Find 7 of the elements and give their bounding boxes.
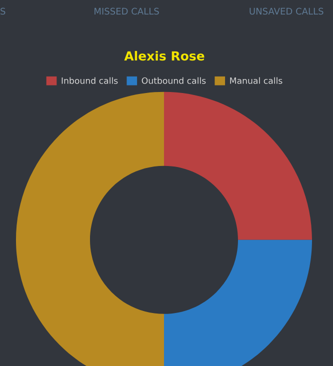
chart-title: Alexis Rose xyxy=(124,50,204,61)
text: MISSED CALLS xyxy=(94,8,159,15)
legend-label: Outbound calls xyxy=(142,77,206,84)
text: UNSAVED CALLS xyxy=(250,8,324,15)
legend-label: Inbound calls xyxy=(62,77,118,84)
legend-label: Manual calls xyxy=(230,77,282,84)
text: S xyxy=(0,8,6,15)
